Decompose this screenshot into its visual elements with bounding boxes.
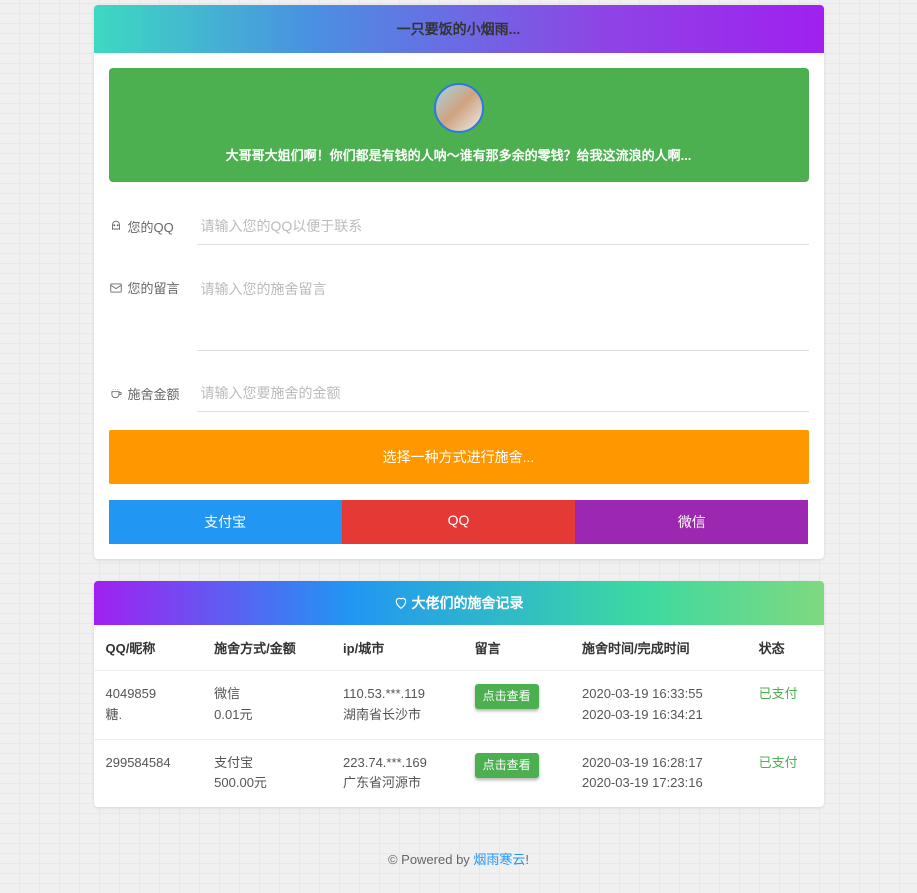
records-card: 大佬们的施舍记录 QQ/昵称 施舍方式/金额 ip/城市 留言 施舍时间/完成时… xyxy=(94,581,824,807)
table-row: 4049859糖.微信0.01元110.53.***.119湖南省长沙市点击查看… xyxy=(94,671,824,740)
footer-prefix: © Powered by xyxy=(388,852,473,867)
cell-time: 2020-03-19 16:28:172020-03-19 17:23:16 xyxy=(570,739,747,807)
ghost-icon xyxy=(109,220,123,234)
donation-card: 一只要饭的小烟雨... 大哥哥大姐们啊！你们都是有钱的人呐～谁有那多余的零钱？给… xyxy=(94,5,824,559)
pay-alipay-button[interactable]: 支付宝 xyxy=(109,500,342,544)
qq-input[interactable] xyxy=(197,208,809,245)
cell-msg: 点击查看 xyxy=(463,671,570,740)
cell-status: 已支付 xyxy=(747,671,824,740)
cell-ip: 110.53.***.119湖南省长沙市 xyxy=(331,671,463,740)
cell-time: 2020-03-19 16:33:552020-03-19 16:34:21 xyxy=(570,671,747,740)
msg-input[interactable] xyxy=(197,269,809,351)
cell-status: 已支付 xyxy=(747,739,824,807)
submit-button[interactable]: 选择一种方式进行施舍... xyxy=(109,430,809,484)
cell-method: 微信0.01元 xyxy=(202,671,331,740)
avatar xyxy=(434,83,484,133)
banner-text: 大哥哥大姐们啊！你们都是有钱的人呐～谁有那多余的零钱？给我这流浪的人啊... xyxy=(129,145,789,164)
table-row: 299584584支付宝500.00元223.74.***.169广东省河源市点… xyxy=(94,739,824,807)
amount-label: 施舍金额 xyxy=(109,375,197,403)
records-title: 大佬们的施舍记录 xyxy=(94,581,824,625)
col-qq: QQ/昵称 xyxy=(94,625,203,671)
cell-msg: 点击查看 xyxy=(463,739,570,807)
footer: © Powered by 烟雨寒云! xyxy=(94,829,824,888)
col-msg: 留言 xyxy=(463,625,570,671)
qq-label: 您的QQ xyxy=(109,208,197,236)
heart-icon xyxy=(394,596,408,610)
col-time: 施舍时间/完成时间 xyxy=(570,625,747,671)
page-title: 一只要饭的小烟雨... xyxy=(94,5,824,53)
cup-icon xyxy=(109,387,123,401)
pay-qq-button[interactable]: QQ xyxy=(342,500,575,544)
col-method: 施舍方式/金额 xyxy=(202,625,331,671)
mail-icon xyxy=(109,281,123,295)
cell-method: 支付宝500.00元 xyxy=(202,739,331,807)
amount-input[interactable] xyxy=(197,375,809,412)
view-msg-button[interactable]: 点击查看 xyxy=(475,753,539,778)
col-ip: ip/城市 xyxy=(331,625,463,671)
footer-suffix: ! xyxy=(525,852,529,867)
footer-link[interactable]: 烟雨寒云 xyxy=(473,852,525,867)
cell-ip: 223.74.***.169广东省河源市 xyxy=(331,739,463,807)
banner: 大哥哥大姐们啊！你们都是有钱的人呐～谁有那多余的零钱？给我这流浪的人啊... xyxy=(109,68,809,182)
cell-qq: 4049859糖. xyxy=(94,671,203,740)
msg-label: 您的留言 xyxy=(109,269,197,297)
pay-wechat-button[interactable]: 微信 xyxy=(575,500,808,544)
records-table: QQ/昵称 施舍方式/金额 ip/城市 留言 施舍时间/完成时间 状态 4049… xyxy=(94,625,824,807)
cell-qq: 299584584 xyxy=(94,739,203,807)
col-status: 状态 xyxy=(747,625,824,671)
view-msg-button[interactable]: 点击查看 xyxy=(475,684,539,709)
